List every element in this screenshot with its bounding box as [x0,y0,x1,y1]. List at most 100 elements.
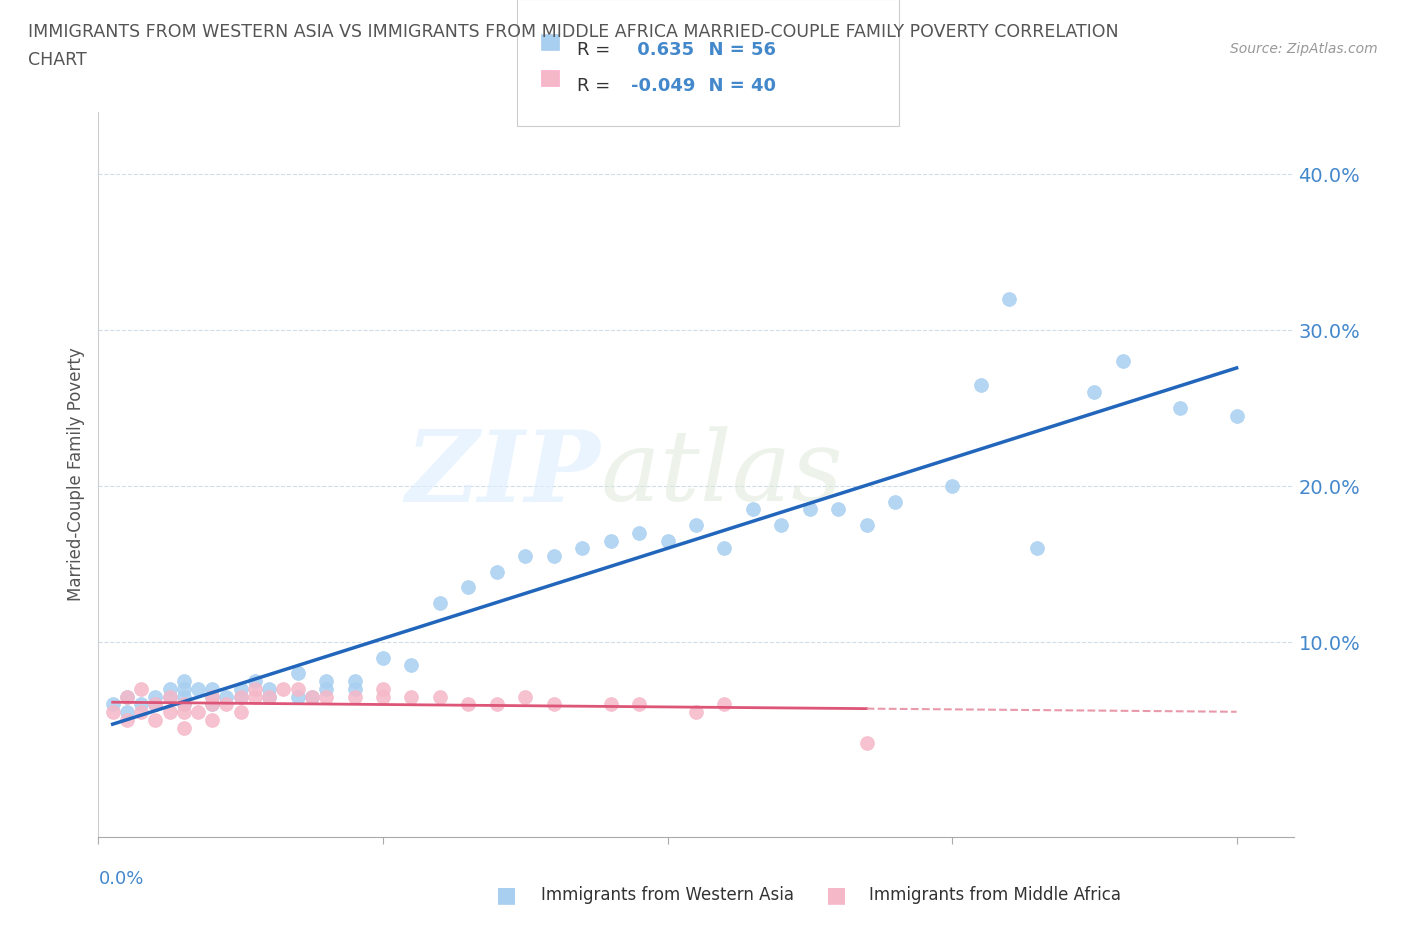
Text: ■: ■ [827,884,846,905]
Point [215,689,238,704]
Point [201,697,224,711]
Point [657,533,679,548]
Text: N = 56: N = 56 [696,41,776,59]
Point [941,479,963,494]
Point [713,541,735,556]
Point [201,697,224,711]
Point [1226,408,1249,423]
Point [287,666,309,681]
Point [215,697,238,711]
Point [371,650,394,665]
Point [129,705,152,720]
Point [115,689,138,704]
Point [115,689,138,704]
Point [884,494,907,509]
Point [101,705,124,720]
Point [685,705,707,720]
Point [543,549,565,564]
Point [201,689,224,704]
Point [543,697,565,711]
Point [173,697,195,711]
Point [187,682,209,697]
Point [855,518,877,533]
Point [599,697,621,711]
Point [173,697,195,711]
Point [371,682,394,697]
Point [1026,541,1049,556]
Text: ■: ■ [496,884,516,905]
Point [571,541,593,556]
Point [315,689,337,704]
Text: Immigrants from Middle Africa: Immigrants from Middle Africa [869,885,1121,904]
Point [371,689,394,704]
Text: atlas: atlas [600,427,844,522]
Point [429,595,451,610]
Point [343,689,366,704]
Point [187,705,209,720]
Point [257,689,280,704]
Point [243,682,266,697]
Point [243,673,266,688]
Point [713,697,735,711]
Point [457,580,479,595]
Point [159,705,181,720]
Point [257,689,280,704]
Point [129,697,152,711]
Point [457,697,479,711]
Point [485,697,508,711]
Point [315,673,337,688]
Text: Immigrants from Western Asia: Immigrants from Western Asia [541,885,794,904]
Point [628,697,651,711]
Point [1112,353,1135,368]
Point [628,525,651,540]
FancyBboxPatch shape [540,71,560,86]
Point [229,682,252,697]
Text: Source: ZipAtlas.com: Source: ZipAtlas.com [1230,42,1378,56]
Point [143,697,166,711]
Point [201,682,224,697]
Point [343,682,366,697]
Point [827,502,849,517]
Point [799,502,821,517]
Text: N = 40: N = 40 [696,77,776,95]
Point [143,689,166,704]
Point [229,689,252,704]
Text: R =: R = [576,77,616,95]
Point [159,682,181,697]
Point [287,689,309,704]
Point [287,682,309,697]
Point [770,518,793,533]
Point [998,291,1021,306]
Point [173,682,195,697]
Point [1083,385,1105,400]
Point [273,682,295,697]
Point [143,712,166,727]
Point [855,736,877,751]
Point [173,673,195,688]
Point [401,658,423,672]
Point [229,705,252,720]
Point [201,712,224,727]
Point [401,689,423,704]
Text: ZIP: ZIP [405,426,600,523]
Point [301,689,323,704]
Point [201,689,224,704]
Point [429,689,451,704]
Point [115,712,138,727]
Point [969,378,991,392]
Point [129,682,152,697]
Point [257,682,280,697]
Point [343,673,366,688]
FancyBboxPatch shape [540,34,560,50]
Point [301,689,323,704]
Point [685,518,707,533]
Text: CHART: CHART [28,51,87,69]
Point [741,502,763,517]
Point [159,689,181,704]
Text: R =: R = [576,41,616,59]
Point [143,697,166,711]
Text: 0.0%: 0.0% [98,870,143,887]
Point [1168,401,1191,416]
Point [243,689,266,704]
Point [173,689,195,704]
